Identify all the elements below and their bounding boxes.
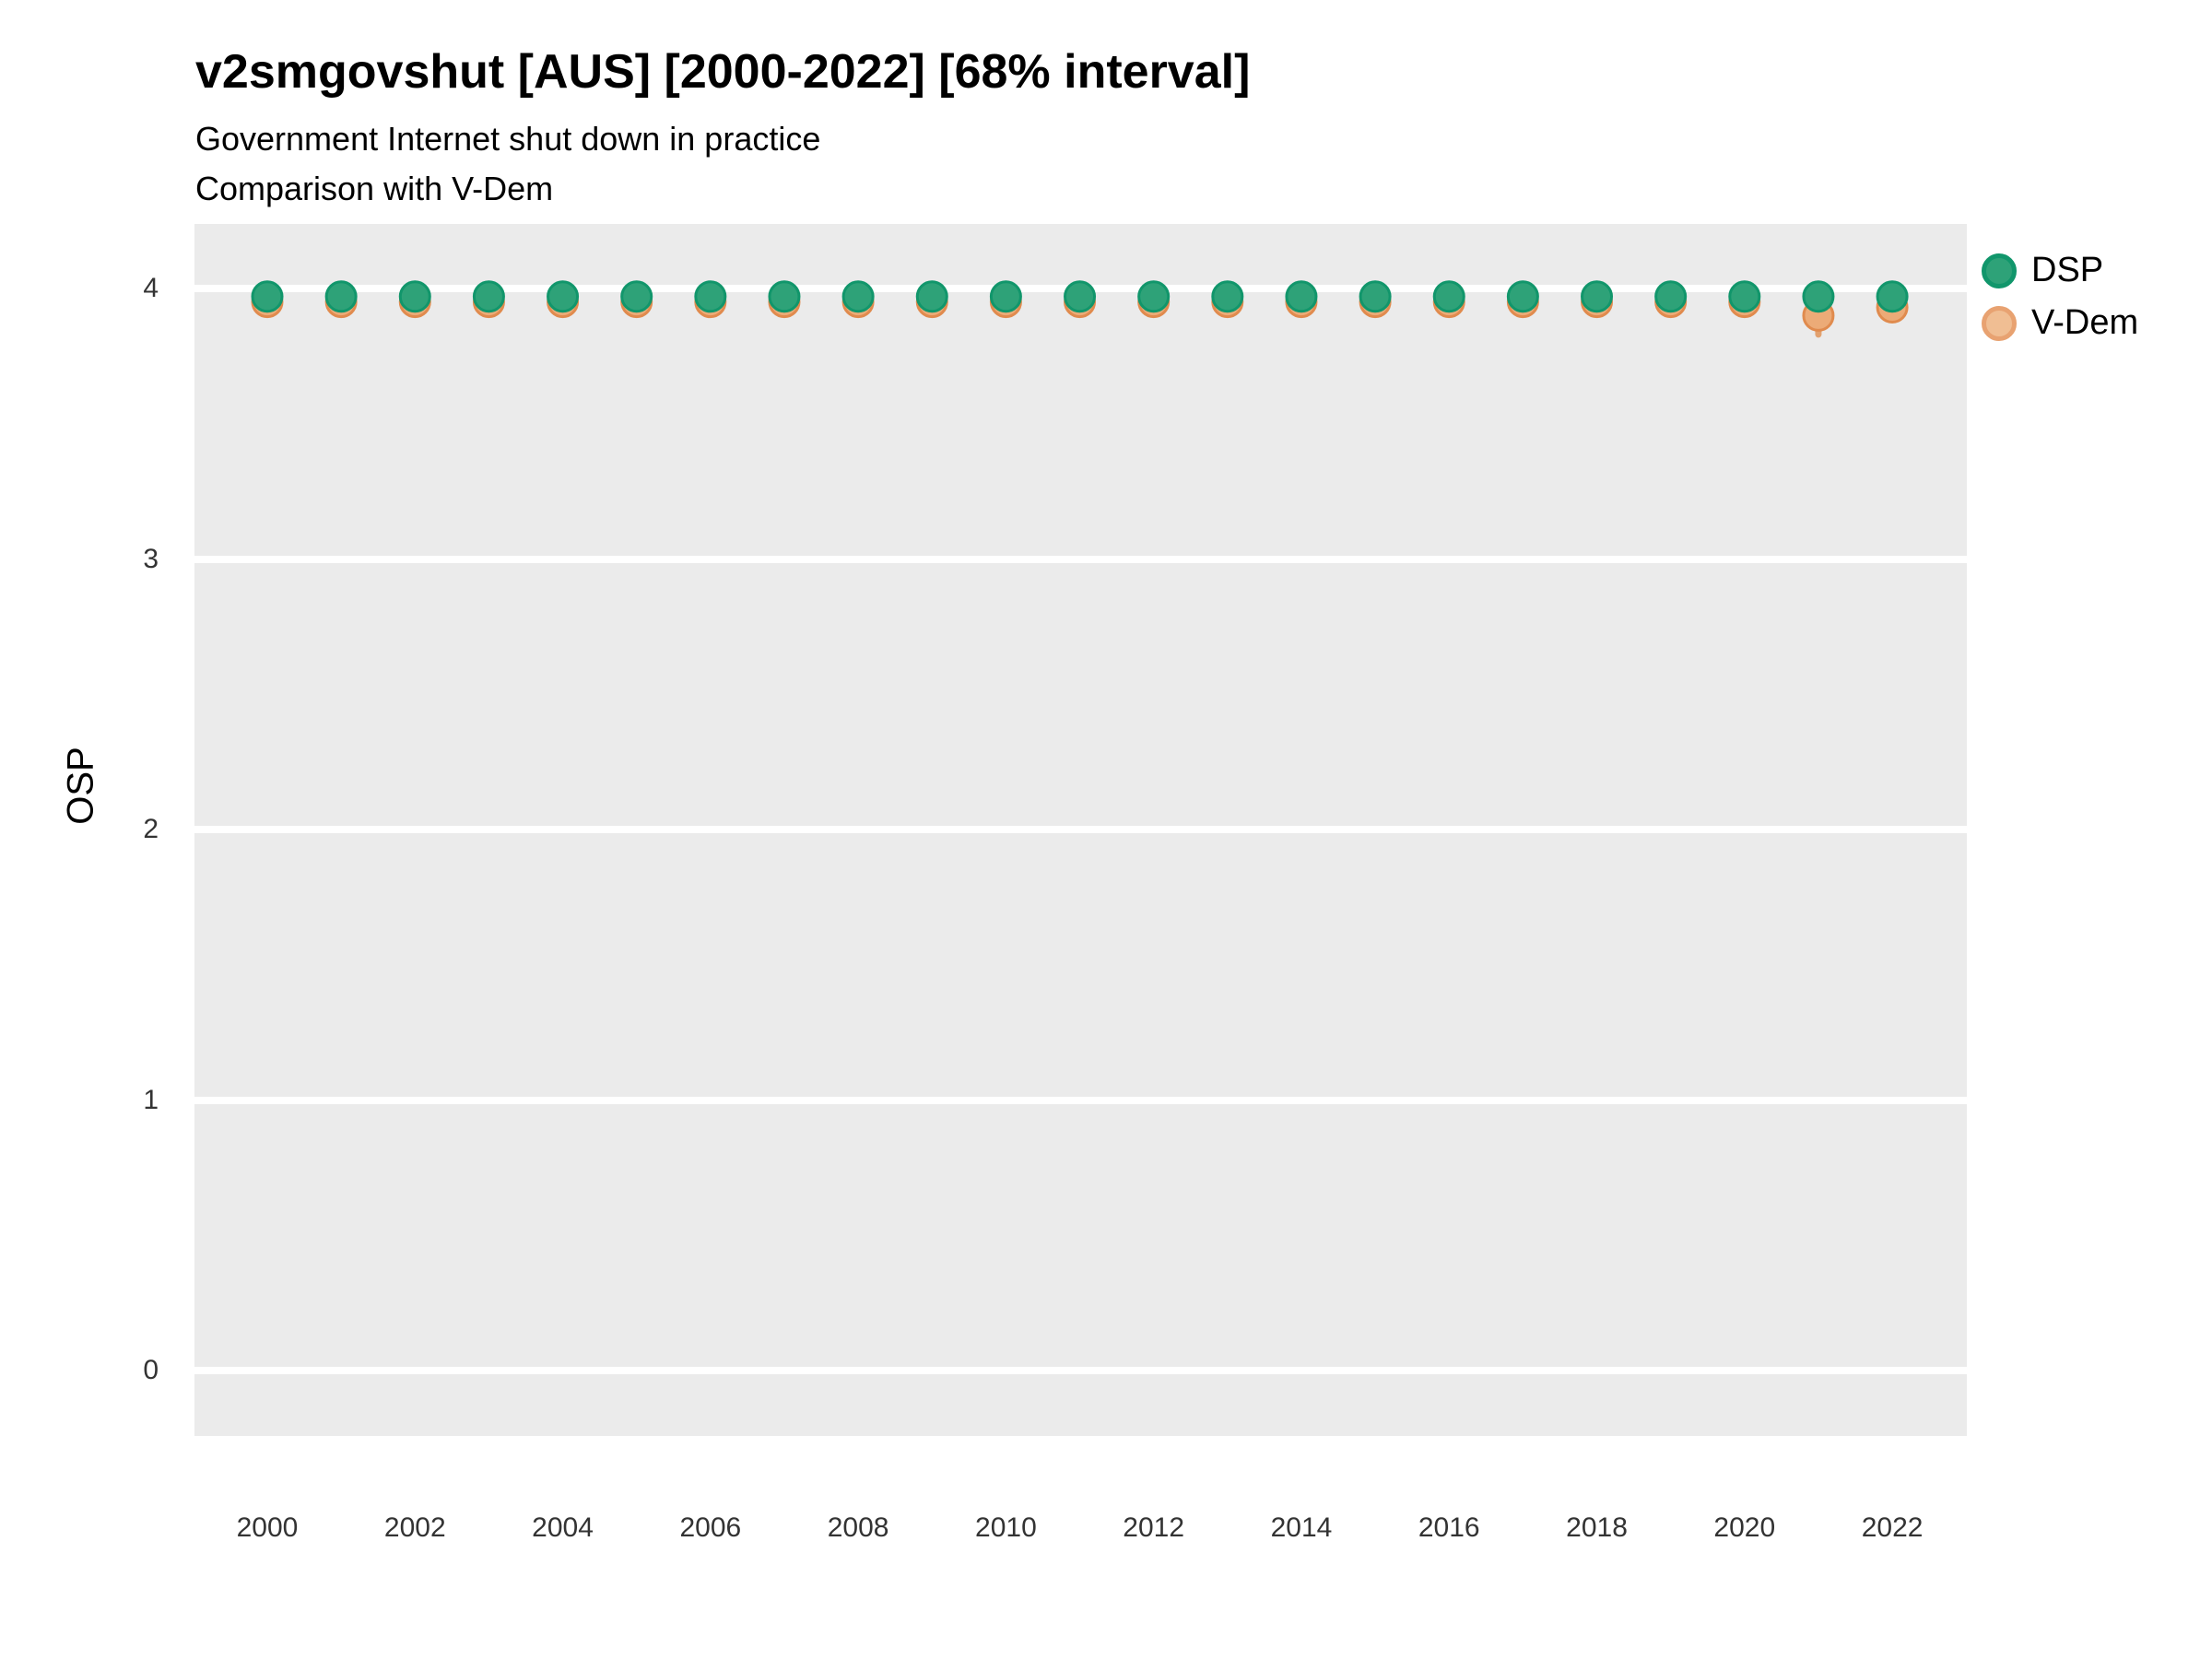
y-tick-label-1: 1 [143, 1084, 159, 1115]
x-tick-label-2014: 2014 [1270, 1512, 1333, 1543]
y-tick-label-3: 3 [143, 543, 159, 574]
x-tick-label-2008: 2008 [827, 1512, 889, 1543]
data-point-dsp-2016 [1432, 280, 1465, 313]
x-tick-label-2018: 2018 [1566, 1512, 1628, 1543]
gridline-y-0 [194, 1367, 1967, 1374]
x-tick-label-2010: 2010 [975, 1512, 1037, 1543]
data-point-dsp-2020 [1728, 280, 1761, 313]
chart-subtitle-line2: Comparison with V-Dem [195, 170, 554, 207]
data-point-dsp-2009 [915, 280, 948, 313]
data-point-dsp-2014 [1285, 280, 1318, 313]
x-tick-label-2020: 2020 [1713, 1512, 1776, 1543]
x-tick-label-2016: 2016 [1418, 1512, 1480, 1543]
legend-swatch-icon [1982, 253, 2017, 288]
chart-title: v2smgovshut [AUS] [2000-2022] [68% inter… [195, 45, 1251, 99]
y-tick-label-2: 2 [143, 814, 159, 844]
data-point-dsp-2005 [620, 280, 653, 313]
data-point-dsp-2019 [1654, 280, 1688, 313]
plot-panel [194, 224, 1967, 1436]
gridline-y-3 [194, 555, 1967, 563]
data-point-dsp-2000 [251, 280, 284, 313]
x-tick-label-2012: 2012 [1123, 1512, 1185, 1543]
legend: DSP V-Dem [1982, 251, 2138, 343]
legend-item-v-dem: V-Dem [1982, 303, 2138, 343]
x-tick-label-2022: 2022 [1861, 1512, 1924, 1543]
data-point-dsp-2004 [547, 280, 580, 313]
gridline-y-2 [194, 826, 1967, 833]
data-point-dsp-2008 [841, 280, 875, 313]
data-point-dsp-2003 [472, 280, 505, 313]
chart-subtitle-line1: Government Internet shut down in practic… [195, 120, 821, 158]
legend-label: DSP [2031, 251, 2104, 289]
y-tick-label-0: 0 [143, 1355, 159, 1385]
legend-label: V-Dem [2031, 303, 2139, 342]
y-tick-label-4: 4 [143, 273, 159, 303]
data-point-dsp-2011 [1064, 280, 1097, 313]
gridline-y-1 [194, 1096, 1967, 1104]
data-point-dsp-2015 [1359, 280, 1392, 313]
x-tick-label-2006: 2006 [679, 1512, 742, 1543]
x-tick-label-2000: 2000 [236, 1512, 299, 1543]
data-point-dsp-2012 [1137, 280, 1171, 313]
data-point-dsp-2002 [398, 280, 431, 313]
data-point-dsp-2021 [1802, 280, 1835, 313]
data-point-dsp-2006 [694, 280, 727, 313]
data-point-dsp-2017 [1506, 280, 1539, 313]
data-point-dsp-2010 [989, 280, 1022, 313]
data-point-dsp-2001 [324, 280, 358, 313]
data-point-dsp-2013 [1211, 280, 1244, 313]
x-tick-label-2002: 2002 [383, 1512, 446, 1543]
data-point-dsp-2007 [768, 280, 801, 313]
legend-swatch-icon [1982, 305, 2017, 341]
data-point-dsp-2022 [1876, 280, 1909, 313]
x-tick-label-2004: 2004 [532, 1512, 594, 1543]
legend-item-dsp: DSP [1982, 251, 2138, 290]
data-point-dsp-2018 [1581, 280, 1614, 313]
